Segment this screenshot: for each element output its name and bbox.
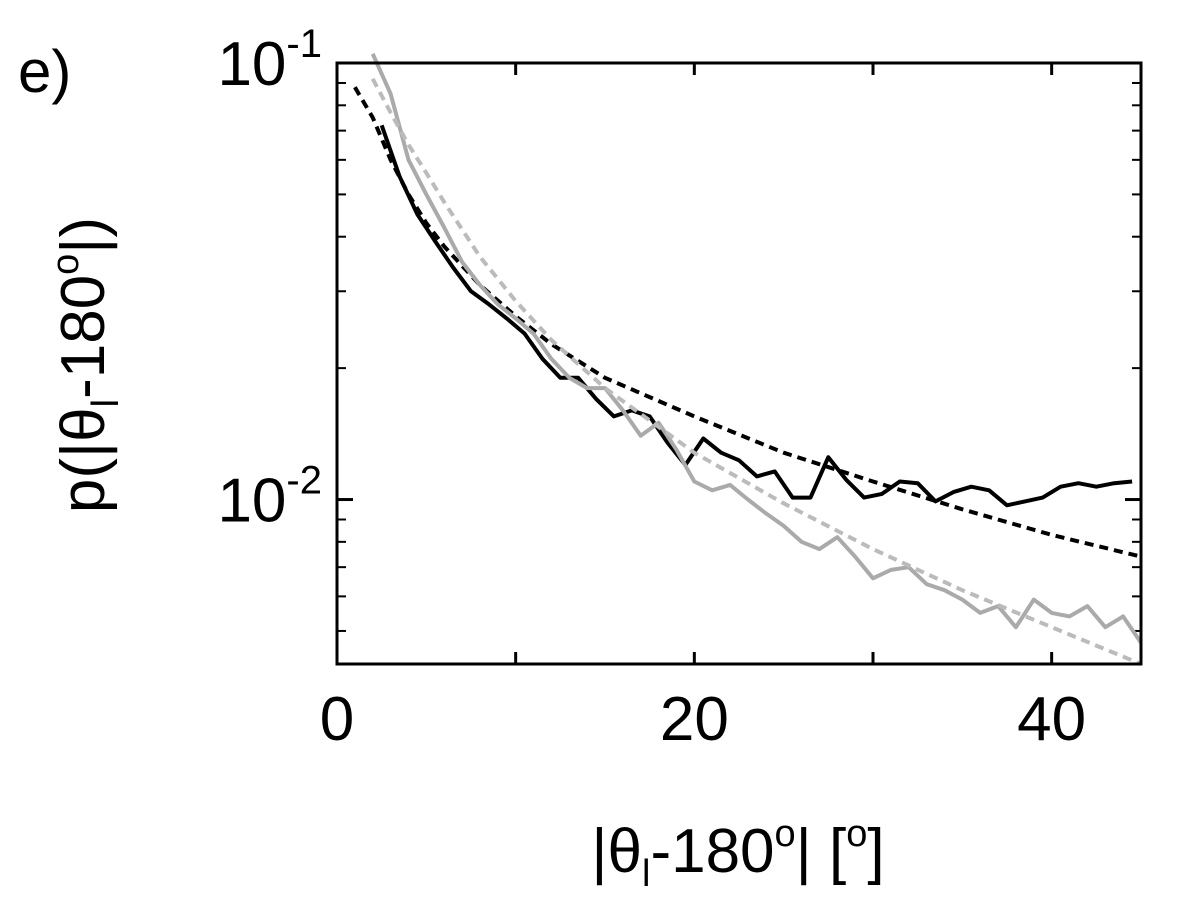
x-tick-label: 40 — [1017, 685, 1086, 754]
series-layer — [353, 52, 1143, 666]
x-tick-label: 20 — [660, 685, 729, 754]
x-axis: 0 20 40 — [320, 63, 1086, 754]
y-axis: 10-1 10-2 — [217, 22, 1141, 536]
y-axis-label: p(|θl-180o|) — [45, 217, 127, 513]
series-line-1 — [379, 124, 1133, 508]
series-line-4 — [370, 77, 1142, 666]
series-line-2 — [353, 86, 1142, 559]
panel-label: e) — [18, 38, 71, 105]
plot-frame — [335, 61, 1143, 666]
y-tick-label: 10-2 — [217, 459, 322, 536]
y-axis-label-text: p(|θl-180o|) — [45, 217, 127, 513]
series-line-3 — [370, 52, 1143, 644]
minor-ticks — [337, 81, 1141, 632]
x-tick-label: 0 — [320, 685, 354, 754]
x-axis-label-text: |θl-180o| [o] — [591, 813, 884, 895]
x-axis-label: |θl-180o| [o] — [591, 813, 884, 895]
y-tick-label: 10-1 — [217, 22, 322, 99]
